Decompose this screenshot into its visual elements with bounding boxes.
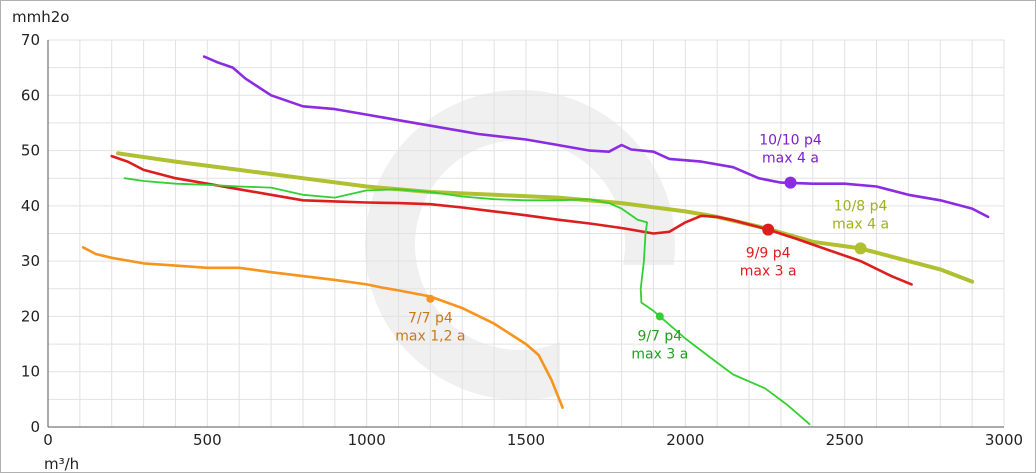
annotation-label-line1: 9/9 p4 [746, 246, 791, 262]
annotation-marker-0 [784, 177, 796, 189]
x-tick-label: 3000 [985, 431, 1023, 449]
annotation-label-line2: max 1,2 a [395, 329, 465, 345]
y-tick-label: 50 [21, 142, 40, 160]
annotation-label-line1: 9/7 p4 [637, 328, 682, 344]
annotation-label-line1: 7/7 p4 [408, 311, 453, 327]
y-tick-label: 60 [21, 86, 40, 104]
annotation-label-line2: max 4 a [832, 216, 889, 232]
x-tick-label: 2500 [826, 431, 864, 449]
annotation-label-line1: 10/10 p4 [759, 133, 822, 149]
annotation-label-line2: max 3 a [740, 264, 797, 280]
y-tick-label: 70 [21, 31, 40, 49]
x-tick-label: 2000 [666, 431, 704, 449]
annotation-marker-3 [656, 312, 664, 320]
annotation-marker-2 [762, 224, 774, 236]
annotation-marker-4 [426, 295, 434, 303]
annotation-label-line2: max 3 a [631, 346, 688, 362]
x-axis-title: m³/h [44, 455, 79, 473]
annotation-label-line1: 10/8 p4 [834, 198, 888, 214]
y-tick-label: 10 [21, 363, 40, 381]
x-tick-label: 0 [43, 431, 53, 449]
x-tick-label: 1000 [348, 431, 386, 449]
y-tick-label: 40 [21, 197, 40, 215]
annotation-marker-1 [855, 242, 867, 254]
y-axis-title: mmh2o [12, 8, 69, 26]
y-tick-label: 20 [21, 307, 40, 325]
y-tick-label: 0 [30, 418, 40, 436]
x-tick-label: 1500 [507, 431, 545, 449]
y-tick-label: 30 [21, 252, 40, 270]
x-tick-label: 500 [193, 431, 222, 449]
annotation-label-line2: max 4 a [762, 151, 819, 167]
